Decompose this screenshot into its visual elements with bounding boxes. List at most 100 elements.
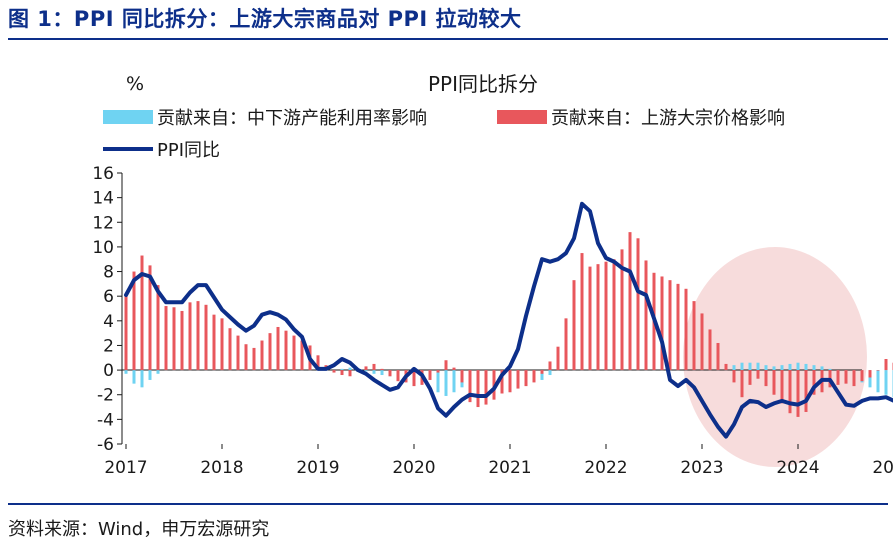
bar-upstream — [604, 261, 608, 371]
legend-label-ppi: PPI同比 — [157, 140, 220, 161]
bar-upstream — [332, 370, 336, 373]
bar-upstream — [580, 253, 584, 371]
bar-upstream — [188, 302, 192, 371]
x-ticks: 2017201820192020202120222023202420252026 — [104, 444, 893, 478]
bar-midstream — [756, 362, 760, 371]
bar-upstream — [868, 370, 872, 378]
bar-upstream — [852, 370, 856, 387]
bar-upstream — [724, 363, 728, 371]
y-tick-label: 8 — [103, 263, 114, 283]
y-tick-label: -6 — [97, 435, 114, 455]
legend-swatch-midstream — [103, 110, 153, 124]
bar-upstream — [204, 304, 208, 371]
bar-upstream — [156, 285, 160, 371]
bar-upstream — [364, 366, 368, 371]
bar-upstream — [388, 370, 392, 377]
y-tick-label: 2 — [103, 336, 114, 356]
bar-midstream — [444, 370, 448, 396]
y-tick-label: -2 — [97, 386, 114, 406]
bar-upstream — [572, 280, 576, 371]
bar-upstream — [428, 370, 432, 380]
bar-upstream — [708, 329, 712, 371]
bar-upstream — [476, 370, 480, 408]
bar-upstream — [564, 318, 568, 371]
bar-upstream — [876, 370, 880, 371]
bar-upstream — [340, 370, 344, 376]
bar-upstream — [396, 370, 400, 382]
y-tick-label: 14 — [92, 189, 114, 209]
bar-midstream — [764, 365, 768, 371]
bottom-divider — [8, 503, 888, 505]
bar-upstream — [196, 301, 200, 371]
bar-upstream — [788, 370, 792, 414]
bar-upstream — [228, 328, 232, 371]
y-tick-label: 4 — [103, 312, 114, 332]
bar-midstream — [436, 370, 440, 393]
x-tick-label: 2025 — [872, 458, 893, 478]
bar-upstream — [508, 370, 512, 393]
bar-midstream — [780, 365, 784, 371]
y-tick-label: 10 — [92, 238, 114, 258]
bar-upstream — [140, 255, 144, 371]
bar-upstream — [372, 363, 376, 371]
bar-upstream — [268, 333, 272, 371]
bar-midstream — [732, 365, 736, 371]
highlight-circle — [683, 247, 867, 467]
bar-upstream — [412, 370, 416, 387]
bar-midstream — [748, 362, 752, 371]
bar-upstream — [804, 370, 808, 412]
y-tick-label: -4 — [97, 410, 114, 430]
bar-upstream — [252, 347, 256, 371]
bar-upstream — [444, 360, 448, 371]
bar-midstream — [884, 370, 888, 395]
bar-upstream — [300, 340, 304, 371]
x-tick-label: 2022 — [584, 458, 627, 478]
bar-midstream — [140, 370, 144, 388]
bar-upstream — [132, 271, 136, 371]
bar-midstream — [812, 365, 816, 371]
bar-midstream — [828, 368, 832, 371]
bar-upstream — [468, 370, 472, 403]
bar-upstream — [556, 346, 560, 371]
bar-midstream — [540, 370, 544, 380]
x-tick-label: 2020 — [392, 458, 435, 478]
bar-upstream — [292, 335, 296, 371]
bar-upstream — [380, 368, 384, 371]
bar-upstream — [732, 370, 736, 383]
bar-upstream — [844, 370, 848, 384]
bar-upstream — [668, 280, 672, 371]
chart-title: PPI同比拆分 — [428, 72, 538, 96]
bar-midstream — [740, 362, 744, 371]
x-tick-label: 2024 — [776, 458, 819, 478]
y-tick-label: 6 — [103, 287, 114, 307]
bar-upstream — [212, 314, 216, 371]
bar-midstream — [788, 363, 792, 371]
bar-upstream — [676, 283, 680, 371]
bar-upstream — [436, 370, 440, 373]
bar-upstream — [452, 367, 456, 371]
bar-upstream — [684, 288, 688, 371]
x-tick-label: 2023 — [680, 458, 723, 478]
bar-upstream — [596, 264, 600, 371]
y-ticks: -6 -4 -2 0 2 4 6 8 10 12 14 16 — [92, 164, 122, 455]
figure-title: 图 1：PPI 同比拆分：上游大宗商品对 PPI 拉动较大 — [8, 7, 522, 31]
legend-label-upstream: 贡献来自：上游大宗价格影响 — [551, 108, 785, 129]
bar-upstream — [636, 238, 640, 371]
bar-midstream — [372, 370, 376, 374]
bar-upstream — [836, 370, 840, 385]
bar-upstream — [484, 370, 488, 405]
bar-upstream — [148, 265, 152, 371]
bar-midstream — [132, 370, 136, 384]
bar-upstream — [532, 370, 536, 383]
bar-upstream — [812, 370, 816, 395]
bar-upstream — [540, 370, 544, 374]
bar-upstream — [220, 318, 224, 371]
bar-upstream — [524, 370, 528, 387]
bar-upstream — [164, 306, 168, 371]
bar-upstream — [740, 370, 744, 398]
bar-midstream — [148, 370, 152, 380]
bar-upstream — [772, 370, 776, 395]
bar-upstream — [620, 249, 624, 371]
bar-upstream — [284, 330, 288, 371]
bar-midstream — [452, 370, 456, 393]
